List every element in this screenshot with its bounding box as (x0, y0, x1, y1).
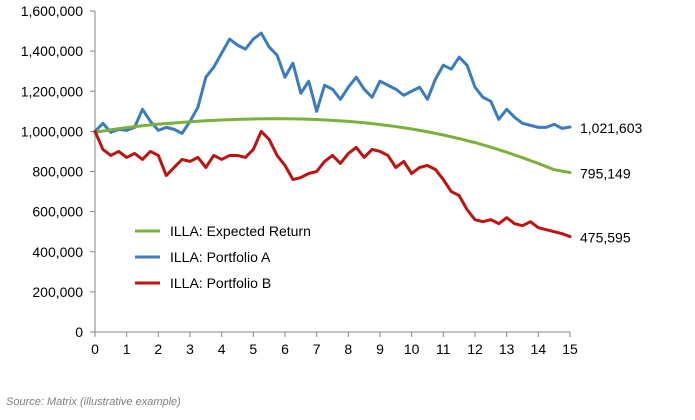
legend-label: ILLA: Expected Return (170, 223, 311, 239)
x-tick-label: 13 (499, 341, 515, 357)
legend-label: ILLA: Portfolio A (170, 249, 271, 265)
y-tick-label: 1,600,000 (21, 3, 83, 19)
legend-label: ILLA: Portfolio B (170, 275, 271, 291)
y-tick-label: 0 (75, 324, 83, 340)
x-tick-label: 3 (186, 341, 194, 357)
x-tick-label: 0 (91, 341, 99, 357)
x-tick-label: 8 (344, 341, 352, 357)
source-note: Source: Matrix (illustrative example) (6, 396, 181, 408)
x-tick-label: 7 (313, 341, 321, 357)
y-tick-label: 400,000 (32, 244, 83, 260)
y-tick-label: 200,000 (32, 284, 83, 300)
y-tick-label: 1,400,000 (21, 43, 83, 59)
series-line-illa-expected-return (93, 117, 572, 174)
end-labels: 795,149 1,021,603 475,595 (580, 120, 642, 246)
x-tick-label: 15 (562, 341, 578, 357)
y-tick-label: 800,000 (32, 164, 83, 180)
series-lines (93, 31, 572, 239)
x-tick-label: 6 (281, 341, 289, 357)
x-tick-label: 1 (123, 341, 131, 357)
legend: ILLA: Expected Return ILLA: Portfolio A IL… (135, 223, 311, 291)
end-value-label: 1,021,603 (580, 120, 642, 136)
y-axis-group: 0 200,000 400,000 600,000 800,000 1,000,000 1,… (21, 3, 96, 340)
x-tick-label: 11 (436, 341, 451, 357)
x-tick-label: 5 (249, 341, 257, 357)
y-tick-label: 1,200,000 (21, 83, 83, 99)
x-tick-label: 2 (154, 341, 162, 357)
series-line-illa-portfolio-a (93, 31, 572, 135)
x-tick-label: 14 (531, 341, 547, 357)
series-line-illa-portfolio-b (93, 129, 572, 239)
x-tick-label: 12 (467, 341, 483, 357)
x-tick-label: 10 (404, 341, 420, 357)
y-tick-label: 1,000,000 (21, 123, 83, 139)
end-value-label: 795,149 (580, 165, 631, 181)
end-value-label: 475,595 (580, 230, 631, 246)
x-axis-group: 0 1 2 3 4 5 6 7 8 9 10 11 12 13 14 15 (91, 331, 578, 357)
x-tick-label: 4 (218, 341, 226, 357)
y-tick-label: 600,000 (32, 204, 83, 220)
x-tick-label: 9 (376, 341, 384, 357)
